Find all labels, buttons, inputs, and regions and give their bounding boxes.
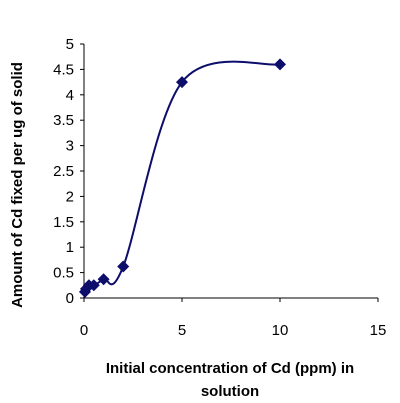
y-tick-label: 0: [66, 290, 74, 307]
y-tick-label: 4.5: [53, 61, 74, 78]
y-tick-label: 3.5: [53, 112, 74, 129]
y-tick-label: 5: [66, 36, 74, 53]
y-tick-label: 1.5: [53, 214, 74, 231]
x-tick-label: 0: [80, 322, 88, 339]
x-tick-label: 5: [178, 322, 186, 339]
y-tick-label: 2: [66, 188, 74, 205]
series-curve: [84, 60, 281, 293]
y-axis-ticks: 0 0.5 1 1.5 2 2.5 3 3.5 4 4.5 5: [53, 36, 84, 307]
y-tick-label: 2.5: [53, 163, 74, 180]
y-tick-label: 1: [66, 239, 74, 256]
x-tick-label: 10: [272, 322, 289, 339]
x-axis-ticks: 0 5 10 15: [80, 298, 387, 339]
y-tick-label: 4: [66, 87, 74, 104]
x-tick-label: 15: [370, 322, 387, 339]
data-point: [97, 273, 110, 286]
data-point: [87, 279, 100, 292]
plot-area: 0 0.5 1 1.5 2 2.5 3 3.5 4 4.5 5 0 5 10 15: [53, 36, 386, 339]
data-point: [176, 76, 188, 89]
x-axis-title-line-2: solution: [201, 383, 259, 400]
y-tick-label: 3: [66, 138, 74, 155]
data-points: [78, 58, 286, 298]
y-axis-title: Amount of Cd fixed per ug of solid: [9, 62, 26, 308]
data-point: [117, 260, 130, 273]
x-axis-title-line-1: Initial concentration of Cd (ppm) in: [106, 360, 354, 377]
y-tick-label: 0.5: [53, 265, 74, 282]
data-point: [274, 58, 286, 71]
